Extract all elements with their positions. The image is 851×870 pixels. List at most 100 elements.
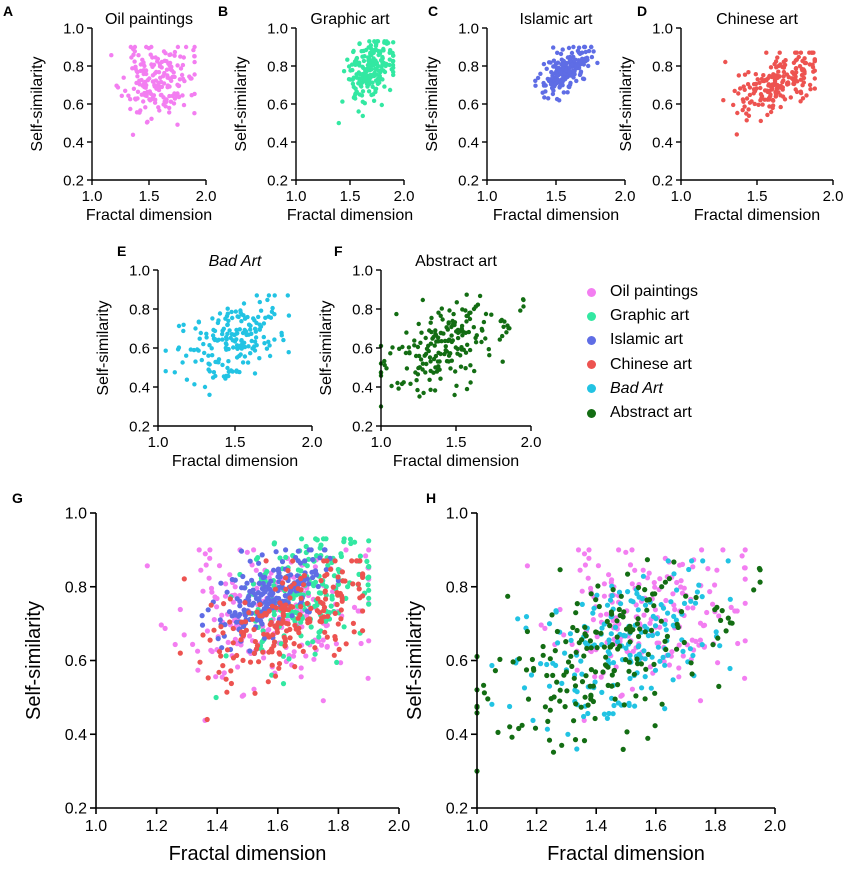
point-abstract-art (412, 338, 417, 343)
point-islamic-art (273, 549, 279, 555)
point-oil-paintings (676, 665, 682, 671)
x-axis-label-e: Fractal dimension (172, 453, 298, 470)
point-islamic-art (569, 62, 574, 67)
point-islamic-art (312, 568, 319, 574)
point-chinese-art (723, 59, 728, 65)
point-graphic-art (354, 60, 359, 66)
y-axis-label-c: Self-similarity (424, 56, 441, 151)
point-abstract-art (587, 638, 594, 644)
point-oil-paintings (177, 606, 183, 613)
point-bad-art (696, 582, 702, 588)
point-graphic-art (351, 49, 356, 55)
point-oil-paintings (598, 612, 604, 618)
point-abstract-art (688, 660, 694, 666)
point-oil-paintings (343, 547, 349, 553)
point-oil-paintings (312, 564, 318, 570)
point-islamic-art (250, 587, 256, 593)
point-islamic-art (588, 44, 594, 50)
y-tick-label: 0.8 (267, 58, 288, 75)
point-abstract-art (573, 701, 579, 707)
point-oil-paintings (581, 717, 587, 724)
point-oil-paintings (144, 93, 149, 99)
point-islamic-art (589, 54, 595, 60)
point-chinese-art (220, 630, 226, 636)
point-abstract-art (463, 366, 468, 371)
point-oil-paintings (121, 75, 126, 80)
point-bad-art (582, 640, 588, 646)
point-chinese-art (314, 608, 320, 614)
legend-label-oil-paintings: Oil paintings (610, 283, 699, 301)
point-abstract-art (448, 366, 453, 371)
point-abstract-art (439, 306, 444, 311)
point-bad-art (562, 650, 568, 656)
point-bad-art (241, 313, 246, 318)
point-bad-art (645, 633, 652, 639)
point-bad-art (248, 323, 253, 328)
point-oil-paintings (739, 553, 745, 559)
point-bad-art (665, 558, 671, 564)
x-tick-label: 1.6 (645, 818, 667, 835)
point-islamic-art (287, 589, 293, 595)
point-chinese-art (319, 619, 325, 625)
point-graphic-art (387, 57, 392, 62)
point-abstract-art (464, 319, 469, 324)
point-chinese-art (766, 83, 771, 88)
point-graphic-art (283, 554, 289, 561)
point-abstract-art (420, 361, 426, 366)
point-abstract-art (408, 381, 413, 386)
point-bad-art (207, 343, 212, 348)
point-abstract-art (382, 358, 387, 364)
point-abstract-art (601, 644, 608, 650)
point-graphic-art (360, 113, 365, 119)
point-bad-art (184, 377, 190, 382)
point-chinese-art (322, 629, 328, 635)
point-abstract-art (481, 319, 487, 325)
point-islamic-art (561, 62, 566, 67)
y-tick-label: 1.0 (65, 506, 87, 523)
point-bad-art (489, 701, 495, 707)
point-bad-art (245, 314, 250, 320)
point-oil-paintings (715, 660, 721, 666)
point-bad-art (220, 362, 225, 368)
x-axis-label-d: Fractal dimension (694, 207, 820, 224)
point-oil-paintings (155, 59, 160, 64)
point-chinese-art (197, 659, 203, 665)
point-islamic-art (289, 613, 295, 619)
point-abstract-art (689, 671, 695, 677)
point-abstract-art (659, 701, 665, 707)
point-oil-paintings (690, 564, 696, 570)
point-chinese-art (790, 70, 795, 75)
point-abstract-art (583, 673, 589, 679)
point-graphic-art (367, 39, 372, 44)
point-chinese-art (269, 662, 275, 668)
legend-marker-oil-paintings (587, 287, 596, 297)
point-abstract-art (406, 345, 412, 350)
point-oil-paintings (681, 585, 687, 591)
point-abstract-art (634, 621, 641, 627)
point-oil-paintings (128, 97, 133, 102)
point-abstract-art (502, 319, 507, 324)
point-bad-art (239, 319, 244, 324)
point-oil-paintings (195, 667, 201, 673)
point-bad-art (627, 675, 633, 682)
point-chinese-art (324, 571, 330, 578)
point-abstract-art (751, 587, 757, 593)
point-oil-paintings (647, 620, 653, 626)
point-oil-paintings (700, 623, 707, 629)
point-oil-paintings (133, 66, 138, 72)
point-chinese-art (204, 716, 210, 723)
point-bad-art (272, 293, 277, 298)
point-graphic-art (308, 624, 314, 630)
point-graphic-art (360, 89, 366, 94)
point-abstract-art (588, 645, 594, 651)
point-bad-art (660, 654, 666, 661)
point-chinese-art (324, 634, 330, 640)
point-islamic-art (205, 607, 211, 613)
point-graphic-art (345, 57, 350, 62)
point-bad-art (530, 717, 536, 724)
point-abstract-art (518, 308, 523, 313)
point-graphic-art (285, 612, 291, 619)
point-oil-paintings (358, 640, 364, 647)
point-bad-art (263, 315, 268, 320)
point-chinese-art (812, 57, 817, 62)
